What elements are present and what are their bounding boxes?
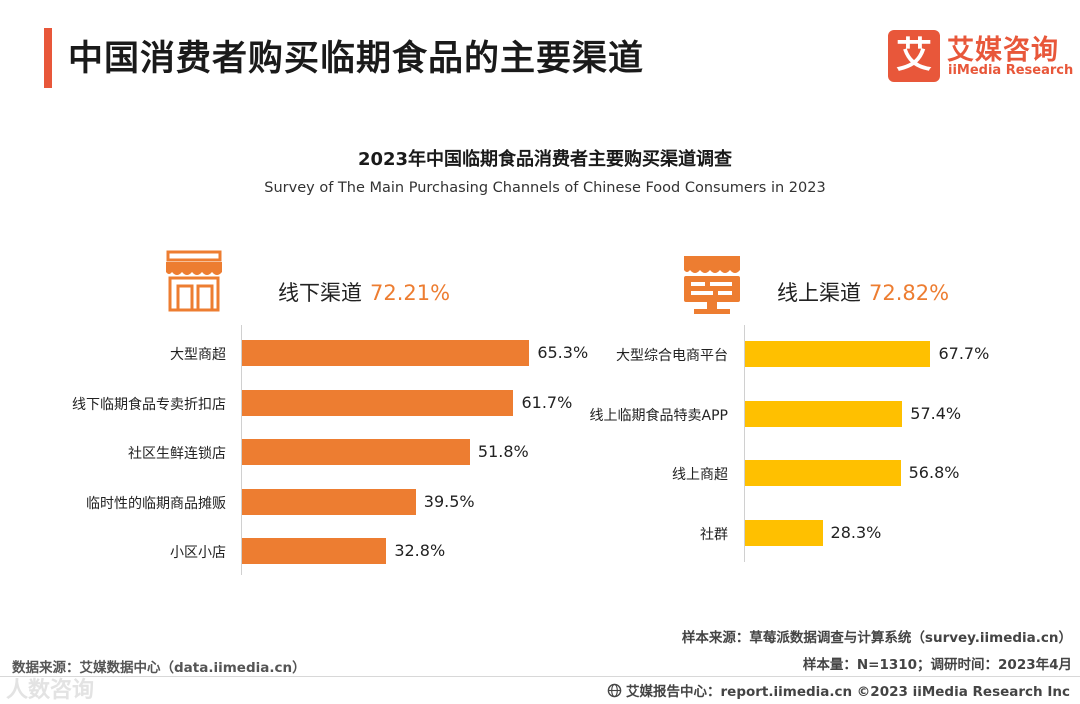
data-source: 数据来源：艾媒数据中心（data.iimedia.cn） [12,660,306,676]
offline-value-label-0: 65.3% [537,343,589,362]
logo-mark: 艾 [888,30,940,82]
offline-bar-0 [242,340,530,366]
online-category-label-0: 大型综合电商平台 [616,348,728,364]
online-panel-label: 线上渠道 [777,281,861,305]
chart-subtitle: Survey of The Main Purchasing Channels o… [264,180,826,196]
title-accent-bar [44,28,52,88]
online-bar-2 [745,460,901,486]
globe-icon [607,683,622,698]
sample-source: 样本来源：草莓派数据调查与计算系统（survey.iimedia.cn） [681,630,1072,646]
offline-panel-label: 线下渠道 [278,281,362,305]
online-value-label-1: 57.4% [910,403,962,423]
chart-title: 2023年中国临期食品消费者主要购买渠道调查 [357,149,733,170]
report-center: 艾媒报告中心：report.iimedia.cn ©2023 iiMedia R… [607,680,1070,700]
online-bar-1 [745,400,903,427]
online-value-label-2: 56.8% [908,463,960,482]
offline-category-label-0: 大型商超 [170,347,226,363]
offline-bar-1 [242,389,514,416]
page-title: 中国消费者购买临期食品的主要渠道 [68,39,645,79]
online-category-label-3: 社群 [700,526,728,543]
online-bar-3 [745,519,823,546]
offline-panel-value: 72.21% [370,281,451,305]
online-bar-0 [745,341,931,367]
footer-divider [0,676,1080,677]
online-panel-value: 72.82% [869,281,950,305]
online-category-label-1: 线上临期食品特卖APP [589,407,728,424]
offline-value-label-4: 32.8% [394,541,446,560]
iimedia-logo: 艾 艾媒咨询 iiMedia Research [888,30,1073,84]
offline-category-label-1: 线下临期食品专卖折扣店 [72,396,226,413]
logo-text-en: iiMedia Research [948,63,1074,78]
online-shop-icon [684,256,740,314]
offline-axis-line [241,325,242,575]
offline-value-label-1: 61.7% [521,392,573,412]
store-icon [166,250,222,312]
online-panel-header: 线上渠道 72.82% [777,277,949,307]
offline-bar-2 [242,439,470,465]
online-value-label-0: 67.7% [938,344,990,363]
watermark: 人数咨询 [6,678,95,703]
offline-panel-header: 线下渠道 72.21% [278,277,450,307]
offline-value-label-2: 51.8% [477,442,529,461]
sample-size: 样本量：N=1310；调研时间：2023年4月 [802,657,1072,673]
offline-category-label-4: 小区小店 [170,545,226,561]
online-value-label-3: 28.3% [830,522,882,542]
online-axis-line [744,325,745,562]
offline-category-label-3: 临时性的临期商品摊贩 [86,495,226,512]
offline-value-label-3: 39.5% [423,491,475,511]
offline-bar-3 [242,488,416,515]
logo-text-cn: 艾媒咨询 [947,35,1059,66]
offline-category-label-2: 社区生鲜连锁店 [128,446,226,462]
report-center-text: 艾媒报告中心：report.iimedia.cn ©2023 iiMedia R… [626,684,1070,700]
online-category-label-2: 线上商超 [672,467,728,483]
offline-bar-4 [242,538,387,564]
